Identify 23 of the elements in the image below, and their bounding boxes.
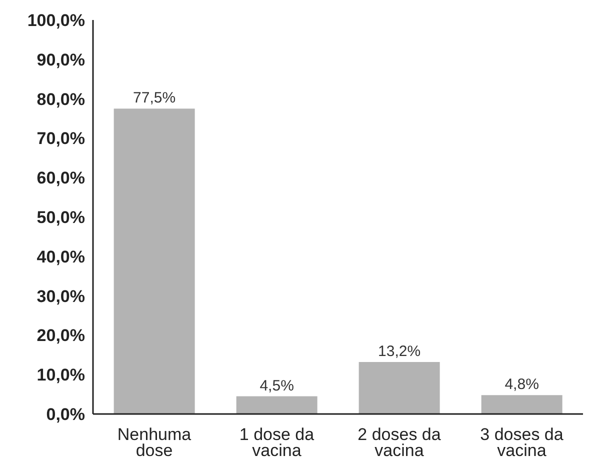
data-label: 4,8% <box>504 376 539 394</box>
y-tick-label: 20,0% <box>36 326 85 346</box>
y-tick-label: 10,0% <box>36 366 85 385</box>
y-tick-label: 70,0% <box>36 129 85 148</box>
x-tick-label: 1 dose da vacina <box>239 425 315 460</box>
y-tick-label: 80,0% <box>36 90 85 109</box>
x-tick-label: 3 doses da vacina <box>480 425 564 460</box>
y-tick-label: 30,0% <box>36 286 85 306</box>
y-tick-label: 60,0% <box>36 168 85 188</box>
y-tick-label: 40,0% <box>36 247 85 266</box>
bar <box>114 108 195 414</box>
bar <box>236 396 318 414</box>
bar <box>358 362 440 414</box>
data-label: 77,5% <box>133 90 176 107</box>
y-tick-label: 0,0% <box>46 405 85 424</box>
y-tick-label: 50,0% <box>36 208 85 228</box>
x-tick-label: Nenhuma dose <box>117 425 192 460</box>
x-tick-label: 2 doses da vacina <box>358 425 442 460</box>
y-tick-label: 100,0% <box>27 11 85 30</box>
data-label: 13,2% <box>378 342 421 360</box>
data-label: 4,5% <box>260 377 294 394</box>
y-tick-label: 90,0% <box>36 50 85 70</box>
bar <box>481 395 562 414</box>
